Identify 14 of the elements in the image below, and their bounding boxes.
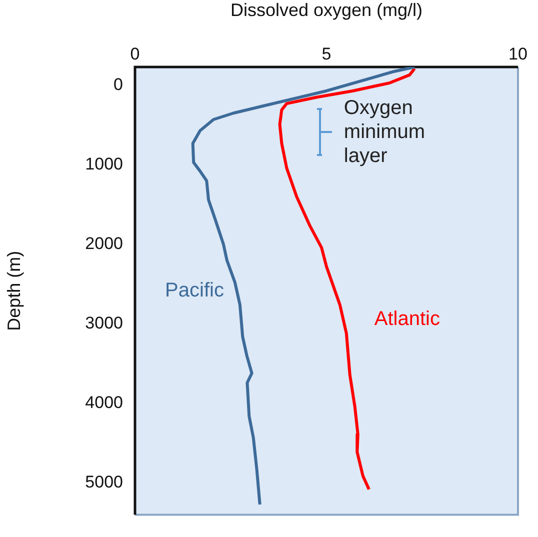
annotation: Oxygen minimum layer: [344, 96, 426, 168]
y-tick-label: 1000: [85, 154, 123, 174]
x-tick-label: 0: [130, 44, 140, 64]
series-label: Pacific: [165, 279, 224, 302]
y-tick-label: 5000: [85, 472, 123, 492]
series-label: Atlantic: [374, 308, 440, 330]
y-axis-title: Depth (m): [4, 250, 24, 331]
x-tick-label: 5: [322, 44, 332, 64]
y-tick-label: 4000: [85, 393, 123, 412]
y-tick-label: 0: [114, 74, 123, 94]
x-axis-title: Dissolved oxygen (mg/l): [230, 0, 423, 20]
y-tick-label: 2000: [85, 234, 123, 254]
y-tick-label: 3000: [85, 314, 123, 333]
x-tick-label: 10: [508, 44, 528, 64]
